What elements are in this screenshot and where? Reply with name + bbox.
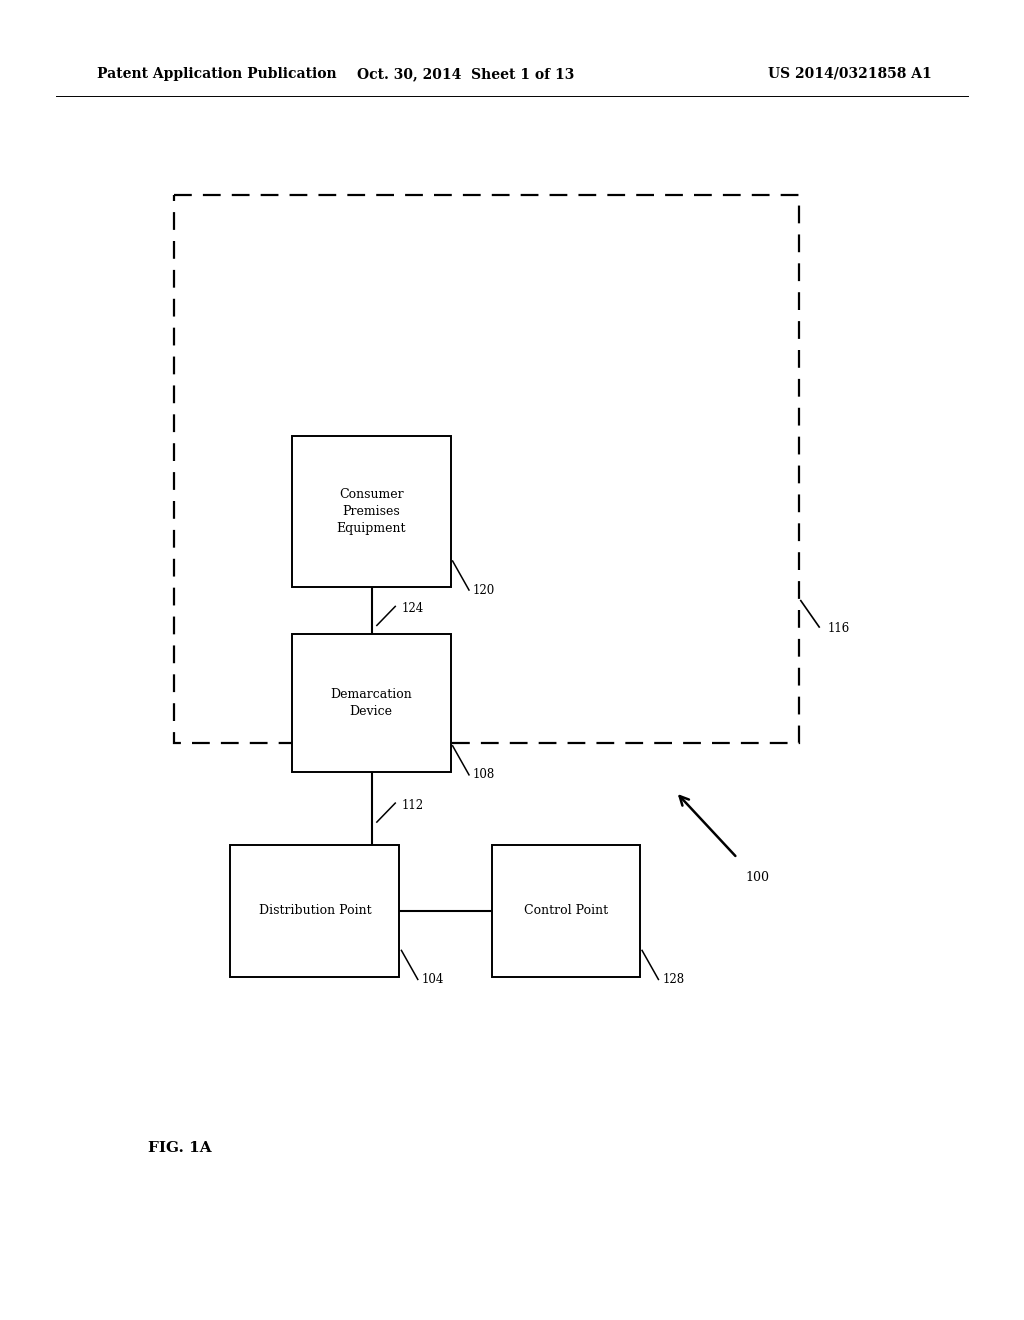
Text: Consumer
Premises
Equipment: Consumer Premises Equipment bbox=[337, 488, 406, 535]
Text: Control Point: Control Point bbox=[523, 904, 608, 917]
Bar bbox=[292, 436, 451, 587]
Text: 100: 100 bbox=[745, 871, 769, 884]
Text: 120: 120 bbox=[473, 583, 496, 597]
Text: 124: 124 bbox=[401, 602, 424, 615]
Text: Patent Application Publication: Patent Application Publication bbox=[97, 67, 337, 81]
Text: 108: 108 bbox=[473, 768, 496, 781]
Text: 104: 104 bbox=[422, 973, 444, 986]
Text: Oct. 30, 2014  Sheet 1 of 13: Oct. 30, 2014 Sheet 1 of 13 bbox=[357, 67, 574, 81]
Bar bbox=[230, 845, 399, 977]
Text: FIG. 1A: FIG. 1A bbox=[148, 1142, 212, 1155]
Bar bbox=[492, 845, 640, 977]
Text: Demarcation
Device: Demarcation Device bbox=[331, 688, 412, 718]
Bar bbox=[174, 195, 799, 743]
Text: 128: 128 bbox=[663, 973, 685, 986]
Text: Distribution Point: Distribution Point bbox=[259, 904, 371, 917]
Bar bbox=[292, 634, 451, 772]
Text: 112: 112 bbox=[401, 799, 424, 812]
Text: 116: 116 bbox=[827, 622, 850, 635]
Text: US 2014/0321858 A1: US 2014/0321858 A1 bbox=[768, 67, 932, 81]
